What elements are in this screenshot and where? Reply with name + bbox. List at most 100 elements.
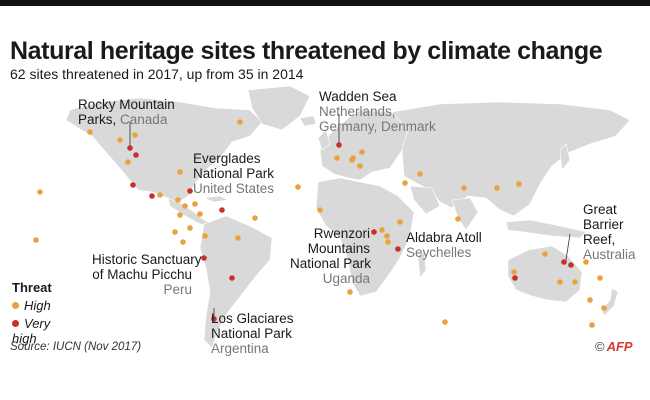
site-marker-high (442, 319, 448, 325)
site-marker-high (317, 207, 323, 213)
japan (559, 143, 571, 171)
legend: Threat High Very high (8, 278, 74, 346)
british-isles (317, 129, 331, 151)
site-marker-high (357, 163, 363, 169)
legend-item-high: High (12, 298, 51, 313)
label-name-line: Barrier (583, 217, 624, 232)
label-rocky-mountain: Rocky Mountain Parks, Canada (78, 97, 175, 127)
site-marker-very-high (127, 145, 133, 151)
site-marker-high (237, 119, 243, 125)
site-marker-high (350, 155, 356, 161)
label-name-line: Los Glaciares (211, 311, 294, 326)
site-marker-very-high (568, 262, 574, 268)
site-marker-high (572, 279, 578, 285)
site-marker-high (295, 184, 301, 190)
legend-label-high: High (24, 298, 51, 313)
site-marker-very-high (149, 193, 155, 199)
label-country: Seychelles (406, 245, 472, 260)
site-marker-high (359, 149, 365, 155)
top-bar (0, 0, 650, 6)
iceland (299, 115, 317, 127)
label-country: United States (193, 181, 275, 196)
label-leaders (129, 114, 571, 318)
site-marker-high (252, 215, 258, 221)
site-marker-high (511, 269, 517, 275)
site-marker-very-high (395, 246, 401, 252)
label-country: Germany, Denmark (319, 119, 436, 134)
southeast-asia-islands (505, 219, 587, 239)
label-wadden-sea: Wadden Sea Netherlands, Germany, Denmark (319, 89, 436, 134)
high-threat-sites (33, 119, 607, 328)
site-marker-high (455, 216, 461, 222)
site-marker-high (87, 129, 93, 135)
site-marker-high (587, 297, 593, 303)
site-marker-very-high (371, 229, 377, 235)
site-marker-high (347, 289, 353, 295)
site-marker-high (180, 239, 186, 245)
label-name-line: National Park (211, 326, 293, 341)
label-name-line: Reef, (583, 232, 616, 247)
copyright-icon: © (595, 339, 605, 354)
site-marker-high (402, 180, 408, 186)
arabia (409, 185, 441, 215)
caribbean (203, 195, 229, 203)
site-marker-high (417, 171, 423, 177)
page-subtitle: 62 sites threatened in 2017, up from 35 … (10, 66, 304, 82)
site-marker-very-high (187, 188, 193, 194)
site-marker-high (557, 279, 563, 285)
site-marker-high (385, 239, 391, 245)
afp-logo-text: AFP (606, 339, 633, 354)
site-marker-high (37, 189, 43, 195)
label-rwenzori: Rwenzori Mountains National Park Uganda (290, 226, 372, 286)
label-name-line: Historic Sanctuary (92, 252, 202, 267)
site-marker-high (33, 237, 39, 243)
high-threat-dot-icon (12, 302, 19, 309)
site-marker-high (461, 185, 467, 191)
site-marker-high (235, 235, 241, 241)
site-marker-very-high (229, 275, 235, 281)
site-marker-high (197, 211, 203, 217)
site-marker-high (177, 212, 183, 218)
site-marker-high (192, 201, 198, 207)
site-marker-high (542, 251, 548, 257)
label-country: Netherlands, (319, 104, 396, 119)
greenland (247, 85, 311, 131)
site-marker-high (589, 322, 595, 328)
europe (319, 109, 409, 181)
label-name-line: Wadden Sea (319, 89, 397, 104)
site-marker-very-high (133, 152, 139, 158)
source-note: Source: IUCN (Nov 2017) (10, 341, 142, 353)
site-marker-high (397, 219, 403, 225)
label-name-line: Everglades (193, 151, 261, 166)
asia (391, 101, 631, 217)
site-marker-very-high (201, 255, 207, 261)
leader-reef (565, 233, 571, 261)
label-name-line: National Park (290, 256, 372, 271)
label-name-line: Rocky Mountain (78, 97, 175, 112)
label-name-line: Aldabra Atoll (406, 230, 482, 245)
site-marker-high (379, 227, 385, 233)
site-marker-high (177, 169, 183, 175)
site-marker-high (601, 305, 607, 311)
site-marker-very-high (211, 316, 217, 322)
site-marker-high (157, 192, 163, 198)
label-country: Argentina (211, 341, 269, 356)
india (451, 197, 479, 231)
site-marker-high (182, 203, 188, 209)
legend-label-very-high: Very high (12, 316, 51, 346)
site-marker-very-high (219, 207, 225, 213)
label-los-glaciares: Los Glaciares National Park Argentina (211, 311, 294, 356)
site-marker-high (597, 275, 603, 281)
madagascar (417, 251, 427, 279)
site-marker-very-high (336, 142, 342, 148)
label-name-line: of Machu Picchu (92, 267, 192, 282)
label-name-line: Great (583, 202, 617, 217)
page-title: Natural heritage sites threatened by cli… (10, 37, 603, 65)
site-marker-very-high (512, 275, 518, 281)
label-machu-picchu: Historic Sanctuary of Machu Picchu Peru (92, 252, 202, 297)
label-name-line: Parks, (78, 112, 117, 127)
site-marker-high (583, 259, 589, 265)
label-everglades: Everglades National Park United States (193, 151, 274, 196)
north-america (65, 97, 263, 205)
